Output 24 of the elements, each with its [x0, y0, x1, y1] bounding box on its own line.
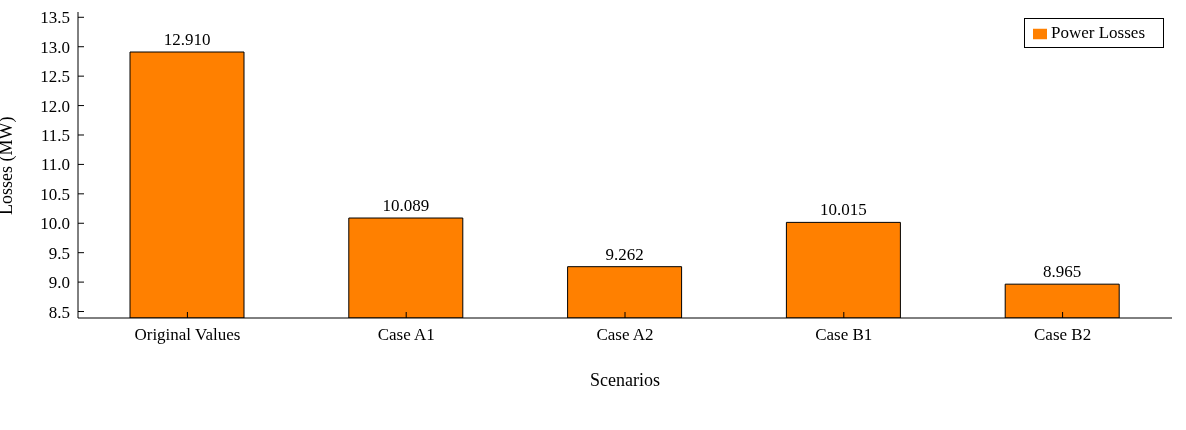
x-tick-label: Case A1: [377, 325, 435, 345]
x-tick-label: Case A2: [596, 325, 654, 345]
data-label: 10.015: [820, 200, 867, 220]
data-label: 12.910: [163, 30, 211, 50]
y-tick-label: 10.5: [40, 184, 70, 204]
y-axis-title: Losses (MW): [0, 116, 18, 215]
x-axis-title: Scenarios: [590, 370, 660, 390]
y-tick-label: 11.5: [40, 126, 70, 146]
y-tick-label: 8.5: [48, 302, 70, 322]
data-label: 9.262: [605, 244, 644, 264]
y-tick-label: 13.0: [40, 37, 70, 57]
x-tick-label: Case B2: [1034, 325, 1092, 345]
y-tick-label: 12.5: [40, 67, 70, 87]
y-tick-label: 9.0: [48, 273, 70, 293]
y-tick-label: 11.0: [40, 155, 70, 175]
y-tick-label: 10.0: [40, 214, 70, 234]
data-label: 10.089: [382, 196, 430, 216]
y-tick-label: 9.5: [48, 243, 70, 263]
x-tick-label: Original Values: [134, 325, 241, 345]
legend-label: Power Losses: [1051, 23, 1145, 42]
data-label: 8.965: [1043, 262, 1082, 282]
y-tick-label: 13.5: [40, 8, 70, 28]
y-tick-label: 12.0: [40, 96, 70, 116]
x-tick-label: Case B1: [815, 325, 873, 345]
